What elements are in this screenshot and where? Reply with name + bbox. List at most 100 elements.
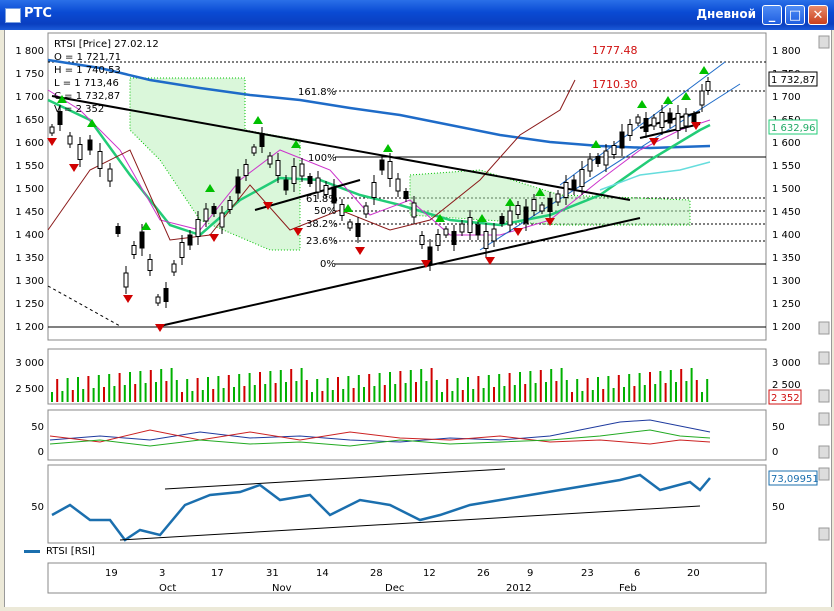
osc-right-0: 0 — [772, 447, 778, 458]
date-tick-31: 31 — [266, 568, 279, 579]
buy-signal-icon — [383, 144, 393, 152]
rsi-panel — [47, 464, 767, 544]
candle-body — [211, 206, 217, 214]
volume-axis-2500: 2 500 — [15, 384, 44, 395]
candle-body — [643, 118, 649, 132]
candle-body — [587, 158, 593, 172]
sell-signal-icon — [545, 218, 555, 226]
candle-body — [387, 161, 393, 179]
price-axis-1650: 1 650 — [15, 115, 44, 126]
sell-signal-icon — [263, 202, 273, 210]
candle-body — [411, 202, 417, 218]
price-axis-1800: 1 800 — [15, 46, 44, 57]
fib-label-236: 23.6% — [306, 236, 338, 247]
month-label-feb: Feb — [619, 583, 637, 594]
candle-body — [507, 210, 513, 226]
candle-body — [187, 234, 193, 246]
annotation-mid-level: 1710.30 — [592, 78, 638, 91]
candle-body — [315, 177, 321, 193]
rsi-line — [51, 473, 711, 542]
buy-signal-icon — [435, 214, 445, 222]
app-icon — [5, 8, 21, 23]
candle-body — [267, 155, 273, 165]
buy-signal-icon — [591, 140, 601, 148]
buy-signal-icon — [87, 119, 97, 127]
volume-scroll-down[interactable] — [818, 389, 830, 403]
candle-body — [635, 116, 641, 124]
sell-signal-icon — [209, 234, 219, 242]
price-axis-1300: 1 300 — [15, 276, 44, 287]
date-tick-6: 6 — [634, 568, 640, 579]
candle-body — [699, 90, 705, 106]
candle-body — [627, 124, 633, 136]
rsi-last-box — [768, 470, 818, 486]
candle-body — [555, 193, 561, 203]
month-label-2012: 2012 — [506, 583, 531, 594]
price-axis-1200: 1 200 — [15, 322, 44, 333]
rsi-scroll-down[interactable] — [818, 527, 830, 541]
volume-last-label: 2 352 — [771, 393, 800, 404]
candle-body — [299, 163, 305, 177]
osc-scroll-down[interactable] — [818, 445, 830, 459]
candle-body — [515, 205, 521, 215]
right-axis-1400: 1 400 — [772, 230, 801, 241]
close-button[interactable]: ✕ — [808, 5, 828, 25]
timeframe-label: Дневной — [696, 7, 756, 21]
sell-signal-icon — [155, 324, 165, 332]
ma-price-label: 1 632,96 — [771, 123, 816, 134]
osc-scroll-up[interactable] — [818, 412, 830, 426]
fib-label-1618: 161.8% — [298, 87, 336, 98]
candle-body — [339, 204, 345, 216]
candle-body — [563, 182, 569, 198]
candle-body — [195, 219, 201, 237]
candle-body — [379, 159, 385, 171]
candle-body — [171, 263, 177, 273]
price-axis-1750: 1 750 — [15, 69, 44, 80]
sell-signal-icon — [513, 228, 523, 236]
trendline-down — [51, 95, 631, 201]
ma-magenta — [47, 89, 711, 236]
candle-body — [547, 198, 553, 212]
candle-body — [363, 205, 369, 215]
fib-label-0: 0% — [320, 259, 336, 270]
sell-signal-icon — [47, 138, 57, 146]
volume-bars — [51, 368, 709, 402]
candle-body — [443, 228, 449, 236]
volume-axis-3000: 3 000 — [15, 358, 44, 369]
candle-body — [97, 151, 103, 169]
candle-body — [459, 223, 465, 233]
channel-lower — [479, 83, 741, 251]
right-axis-1450: 1 450 — [772, 207, 801, 218]
lagging-span — [47, 79, 576, 241]
candle-body — [619, 131, 625, 149]
candle-body — [259, 133, 265, 147]
candle-body — [531, 199, 537, 211]
fib-label-618: 61.8% — [306, 194, 338, 205]
rsi-scroll-up[interactable] — [818, 467, 830, 481]
candle-body — [523, 206, 529, 224]
sell-signal-icon — [649, 138, 659, 146]
candle-body — [275, 160, 281, 176]
maximize-button[interactable]: □ — [785, 5, 805, 25]
volume-right-2500: 2 500 — [772, 380, 801, 391]
candle-body — [283, 179, 289, 191]
signal-markers — [47, 66, 709, 332]
date-tick-19: 19 — [105, 568, 118, 579]
candle-body — [491, 228, 497, 242]
candle-body — [683, 113, 689, 127]
price-scroll-up[interactable] — [818, 35, 830, 49]
date-tick-3: 3 — [159, 568, 165, 579]
candle-body — [603, 150, 609, 166]
date-tick-28: 28 — [370, 568, 383, 579]
title-bar: РТС Дневной _ □ ✕ — [0, 0, 834, 30]
info-header: RTSI [Price] 27.02.12 — [54, 39, 159, 50]
candle-body — [331, 186, 337, 204]
price-axis-1250: 1 250 — [15, 299, 44, 310]
candle-body — [347, 221, 353, 229]
minimize-button[interactable]: _ — [762, 5, 782, 25]
price-scroll-down[interactable] — [818, 321, 830, 335]
volume-scroll-up[interactable] — [818, 351, 830, 365]
info-volume: V = 2 352 — [54, 104, 104, 115]
sell-signal-icon — [123, 295, 133, 303]
price-axis-1400: 1 400 — [15, 230, 44, 241]
